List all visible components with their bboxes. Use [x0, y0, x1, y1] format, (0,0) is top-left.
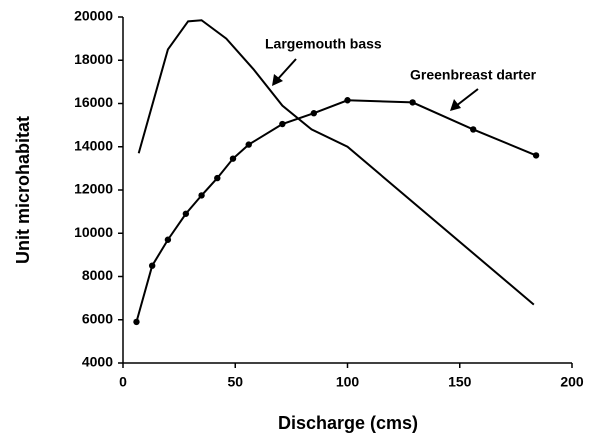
point: [214, 174, 221, 182]
y-tick-label: 14000: [74, 137, 113, 153]
arrow: [272, 58, 297, 86]
point: [279, 120, 286, 128]
point: [182, 210, 190, 217]
y-tick-label: 16000: [74, 94, 113, 110]
point: [133, 318, 140, 326]
series-line: [137, 19, 535, 306]
arrow: [450, 88, 479, 111]
annotation: Greenbreast darter: [410, 67, 537, 83]
point: [245, 141, 252, 148]
y-tick-label: 6000: [82, 310, 113, 326]
y-tick-label: 12000: [74, 181, 113, 197]
point: [198, 192, 205, 199]
x-tick-label: 150: [448, 374, 472, 390]
annotation: Largemouth bass: [265, 36, 382, 52]
x-tick-label: 0: [119, 374, 127, 390]
y-axis-title: Unit microhabitat: [13, 116, 33, 264]
point: [310, 110, 318, 117]
point: [164, 236, 172, 243]
y-tick-label: 20000: [74, 8, 113, 24]
y-tick-label: 18000: [74, 51, 113, 67]
point: [470, 126, 477, 133]
point: [344, 97, 351, 104]
x-tick-label: 200: [560, 374, 584, 390]
series-line: [135, 99, 537, 323]
point: [532, 152, 540, 159]
point: [409, 99, 416, 106]
x-axis-title: Discharge (cms): [278, 413, 418, 433]
y-tick-label: 10000: [74, 224, 113, 240]
point: [148, 262, 156, 269]
y-tick-label: 8000: [82, 267, 113, 283]
x-tick-label: 50: [227, 374, 243, 390]
x-tick-label: 100: [336, 374, 360, 390]
point: [229, 155, 237, 162]
y-tick-label: 4000: [82, 354, 113, 370]
